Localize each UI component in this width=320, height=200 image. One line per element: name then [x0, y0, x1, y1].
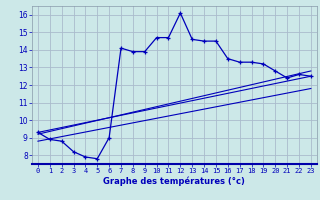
X-axis label: Graphe des températures (°c): Graphe des températures (°c): [103, 177, 245, 186]
